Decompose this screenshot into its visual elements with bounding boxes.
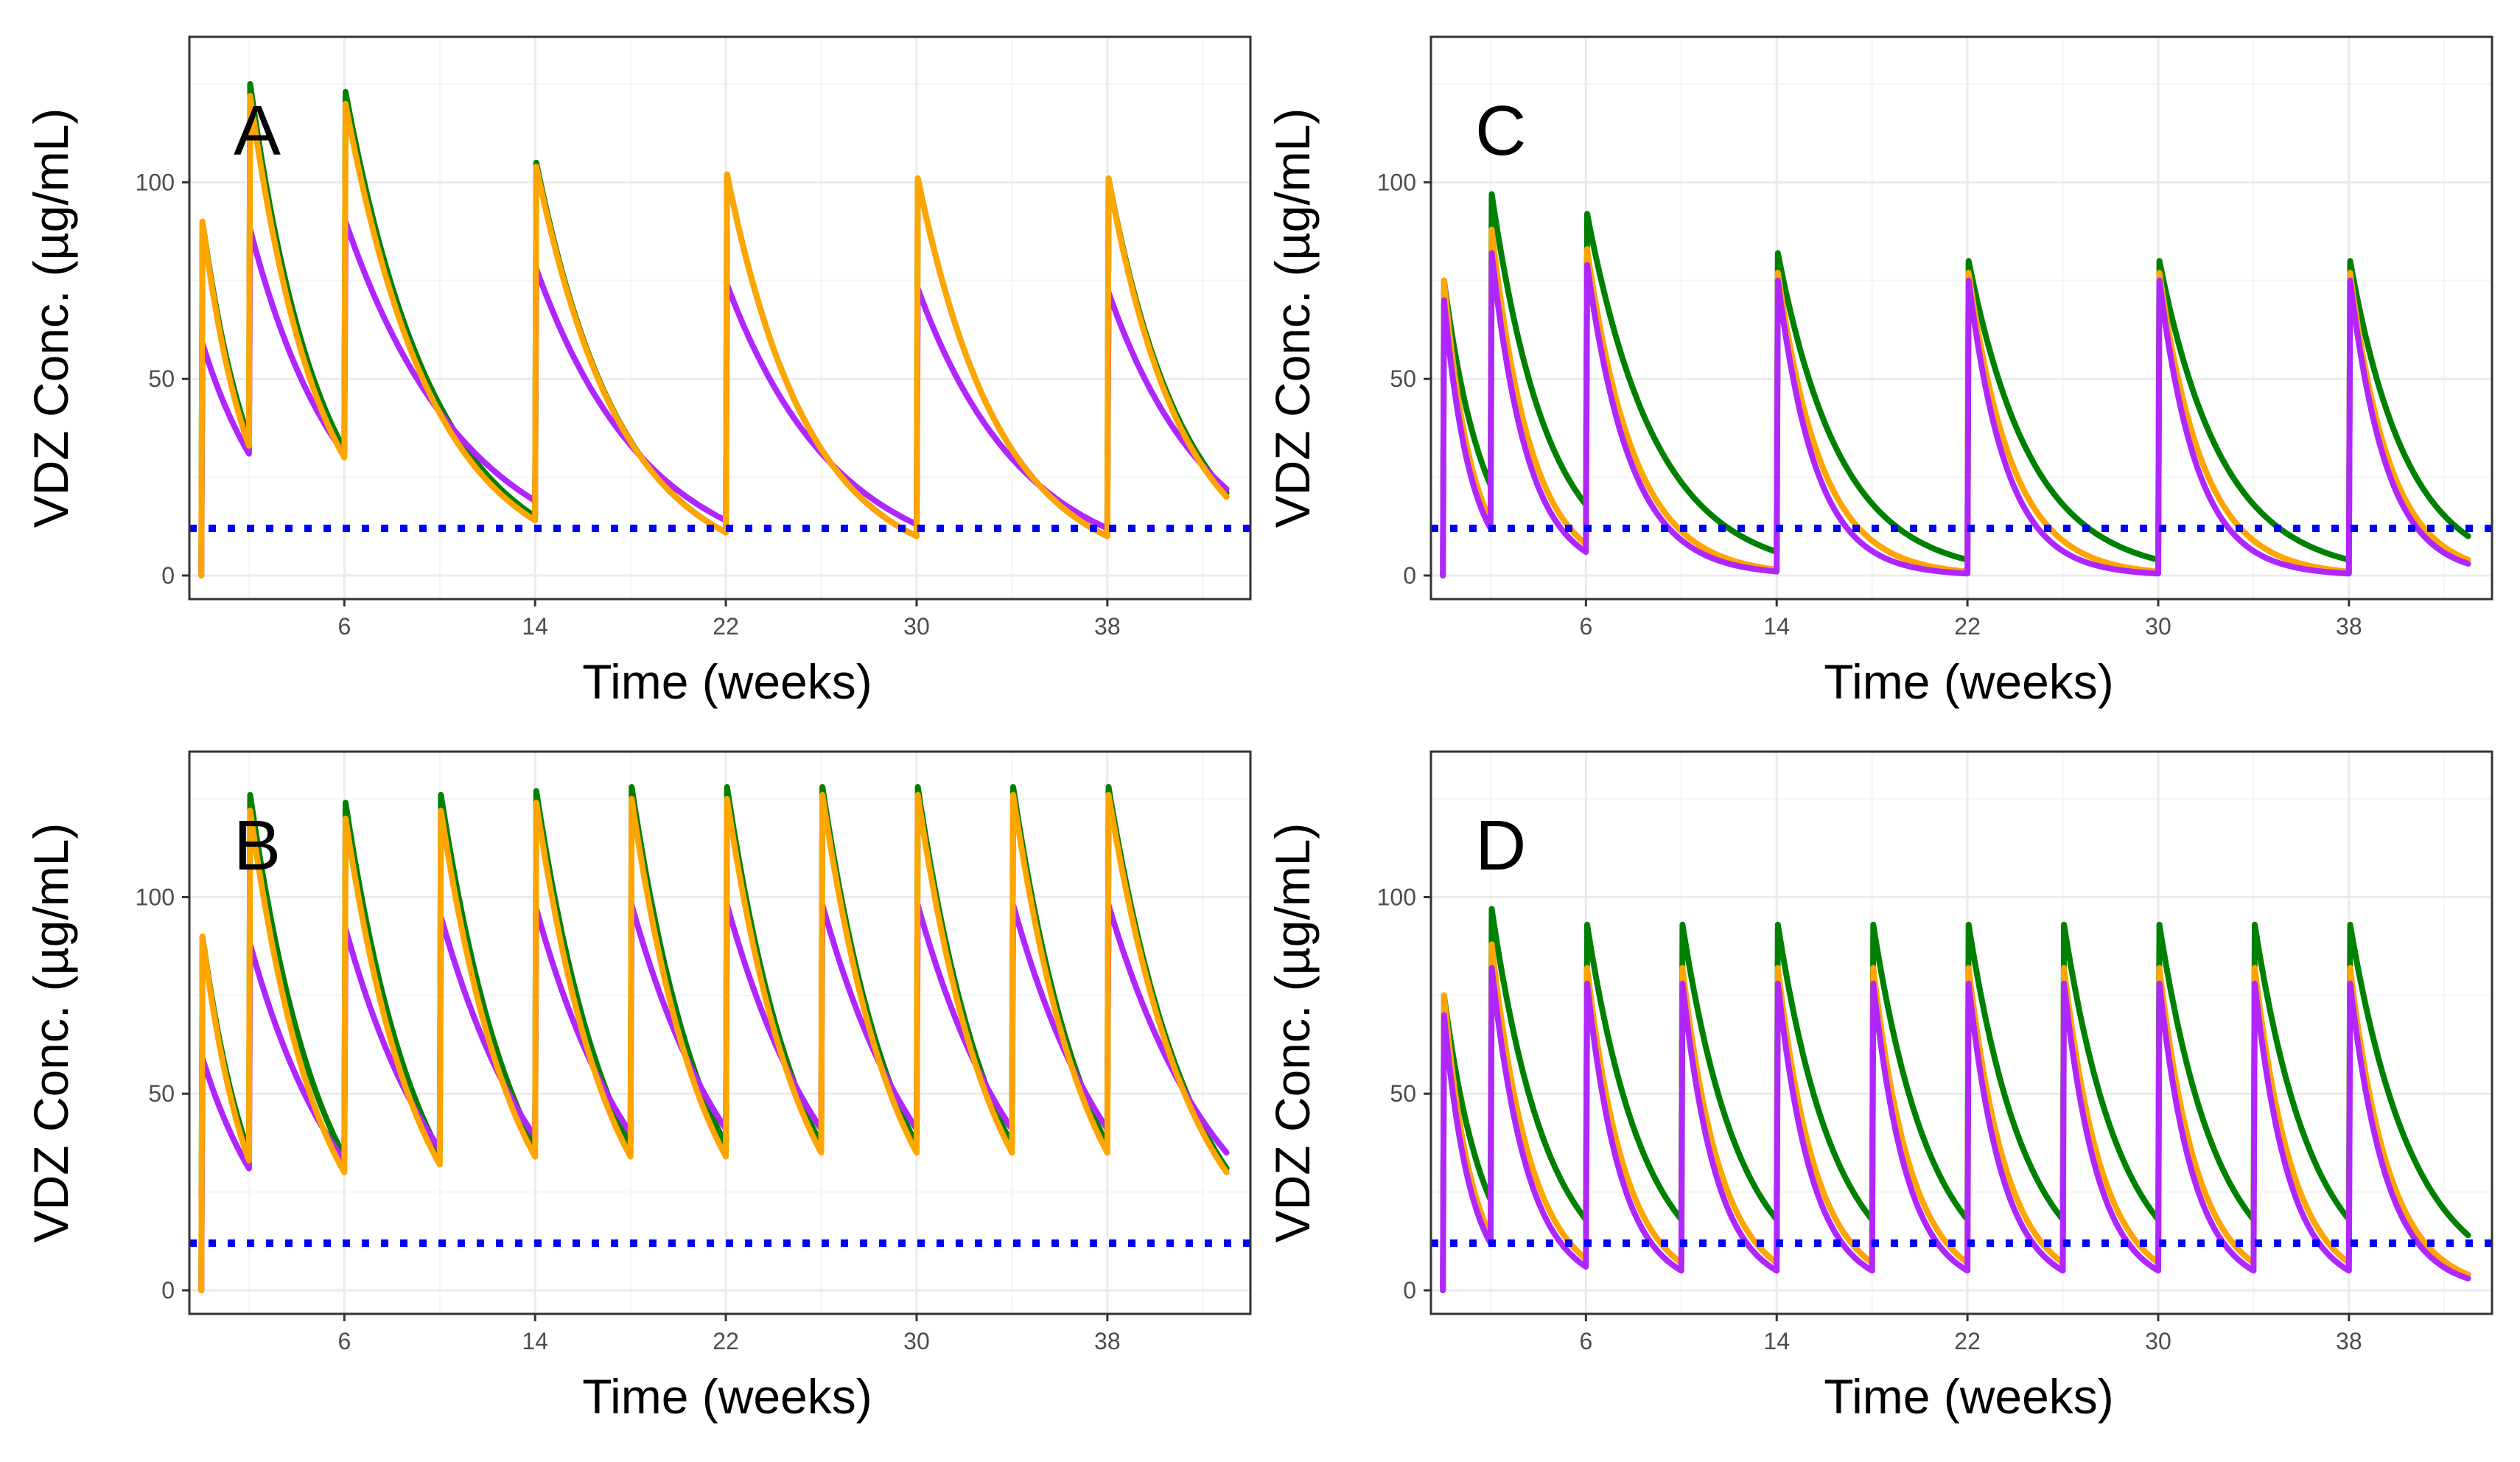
- plot-background: [1431, 37, 2492, 599]
- panel-a: 6 14 22 30 38 0 50 100 A Time (weeks) VDZ Conc. (µ…: [24, 35, 1255, 709]
- panel-border: [1429, 750, 2493, 1315]
- series-group: [198, 784, 1230, 1293]
- y-tick-label: 0: [161, 1277, 175, 1304]
- y-axis-title: VDZ Conc. (µg/mL): [1265, 823, 1320, 1243]
- x-tick-label: 14: [522, 1328, 548, 1354]
- y-tick-label: 50: [1390, 1080, 1416, 1107]
- x-axis-title: Time (weeks): [1824, 1369, 2114, 1424]
- series-group: [198, 81, 1230, 578]
- panel-border: [188, 35, 1252, 601]
- x-tick-label: 22: [1954, 1328, 1981, 1354]
- y-tick-label: 50: [148, 366, 175, 392]
- x-tick-label: 30: [2145, 613, 2171, 640]
- y-axis-title: VDZ Conc. (µg/mL): [1265, 108, 1320, 528]
- panel-c: 6 14 22 30 38 0 50 100 C Time (weeks) VDZ Conc. (µ…: [1265, 35, 2496, 709]
- y-axis-title: VDZ Conc. (µg/mL): [24, 108, 78, 528]
- series-line-orange: [1440, 226, 2471, 578]
- panel-label: A: [234, 91, 281, 170]
- y-tick-label: 100: [1377, 884, 1416, 910]
- panel-label: B: [234, 806, 281, 885]
- y-axis-title: VDZ Conc. (µg/mL): [24, 823, 78, 1243]
- y-tick-label: 100: [136, 169, 175, 195]
- series-line-green: [1440, 191, 2471, 578]
- y-tick-label: 100: [1377, 169, 1416, 195]
- plot-background: [189, 37, 1250, 599]
- x-tick-label: 22: [713, 1328, 739, 1354]
- x-tick-label: 38: [1094, 613, 1121, 640]
- series-group: [1440, 191, 2471, 578]
- x-tick-label: 38: [1094, 1328, 1121, 1354]
- x-tick-label: 14: [522, 613, 548, 640]
- panel-border: [1429, 35, 2493, 601]
- panel-label: C: [1475, 91, 1526, 170]
- y-tick-label: 100: [136, 884, 175, 910]
- y-tick-label: 0: [161, 562, 175, 589]
- y-tick-label: 50: [1390, 366, 1416, 392]
- series-line-orange: [198, 93, 1230, 578]
- x-tick-label: 6: [1579, 613, 1592, 640]
- x-tick-label: 38: [2336, 613, 2362, 640]
- x-tick-label: 30: [2145, 1328, 2171, 1354]
- series-line-purple: [1440, 965, 2471, 1293]
- series-line-purple: [1440, 250, 2471, 578]
- x-axis-title: Time (weeks): [582, 654, 872, 709]
- y-tick-label: 0: [1403, 1277, 1416, 1304]
- panel-b: 6 14 22 30 38 0 50 100 B Time (weeks) VDZ Conc. (µ…: [24, 750, 1255, 1424]
- x-axis-title: Time (weeks): [1824, 654, 2114, 709]
- x-tick-label: 38: [2336, 1328, 2362, 1354]
- y-tick-label: 0: [1403, 562, 1416, 589]
- x-tick-label: 6: [337, 1328, 351, 1354]
- x-tick-label: 14: [1763, 1328, 1790, 1354]
- series-line-orange: [198, 791, 1230, 1293]
- series-line-green: [1440, 906, 2471, 1293]
- x-tick-label: 6: [1579, 1328, 1592, 1354]
- panel-label: D: [1475, 806, 1526, 885]
- x-axis-title: Time (weeks): [582, 1369, 872, 1424]
- panel-d: 6 14 22 30 38 0 50 100 D Time (weeks) VDZ Conc. (µ…: [1265, 750, 2496, 1424]
- x-tick-label: 22: [713, 613, 739, 640]
- plot-background: [189, 752, 1250, 1314]
- plot-background: [1431, 752, 2492, 1314]
- x-tick-label: 22: [1954, 613, 1981, 640]
- x-tick-label: 6: [337, 613, 351, 640]
- panel-border: [188, 750, 1252, 1315]
- x-tick-label: 14: [1763, 613, 1790, 640]
- x-tick-label: 30: [903, 613, 930, 640]
- x-tick-label: 30: [903, 1328, 930, 1354]
- y-tick-label: 50: [148, 1080, 175, 1107]
